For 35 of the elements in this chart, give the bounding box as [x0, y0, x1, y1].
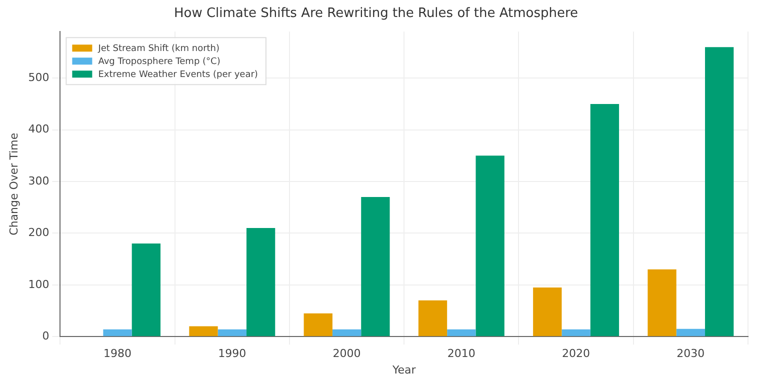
- bar: [218, 329, 246, 336]
- bar: [332, 329, 362, 336]
- bar: [676, 328, 706, 336]
- legend-label: Extreme Weather Events (per year): [98, 70, 258, 80]
- x-tick-label: 1990: [218, 347, 246, 360]
- y-tick-label: 300: [28, 174, 50, 188]
- chart-title: How Climate Shifts Are Rewriting the Rules of the Atmosphere: [174, 6, 578, 22]
- bar: [132, 244, 160, 336]
- y-axis-title: Change Over Time: [7, 132, 20, 236]
- bar: [189, 326, 218, 336]
- y-tick-label: 100: [28, 278, 50, 291]
- bar: [476, 156, 504, 336]
- bar: [705, 47, 734, 336]
- legend-label: Avg Troposphere Temp (°C): [98, 56, 220, 67]
- bar: [361, 197, 390, 336]
- bar: [418, 300, 448, 336]
- bar: [103, 329, 132, 336]
- bar: [447, 329, 476, 336]
- x-tick-label: 2020: [562, 347, 590, 360]
- bar: [562, 329, 590, 336]
- bar: [590, 104, 620, 336]
- x-tick-label: 1980: [104, 347, 132, 360]
- y-tick-label: 200: [28, 226, 50, 240]
- x-tick-label: 2000: [332, 347, 361, 360]
- x-tick-label: 2010: [447, 347, 476, 360]
- y-tick-label: 0: [42, 329, 50, 342]
- x-tick-label: 2030: [676, 347, 705, 360]
- legend-label: Jet Stream Shift (km north): [97, 44, 220, 54]
- bar: [304, 313, 332, 336]
- bar: [246, 228, 276, 336]
- y-tick-label: 400: [28, 122, 50, 136]
- x-axis-title: Year: [391, 363, 416, 376]
- bar: [648, 269, 676, 336]
- y-tick-label: 500: [28, 70, 50, 84]
- bar: [533, 287, 562, 336]
